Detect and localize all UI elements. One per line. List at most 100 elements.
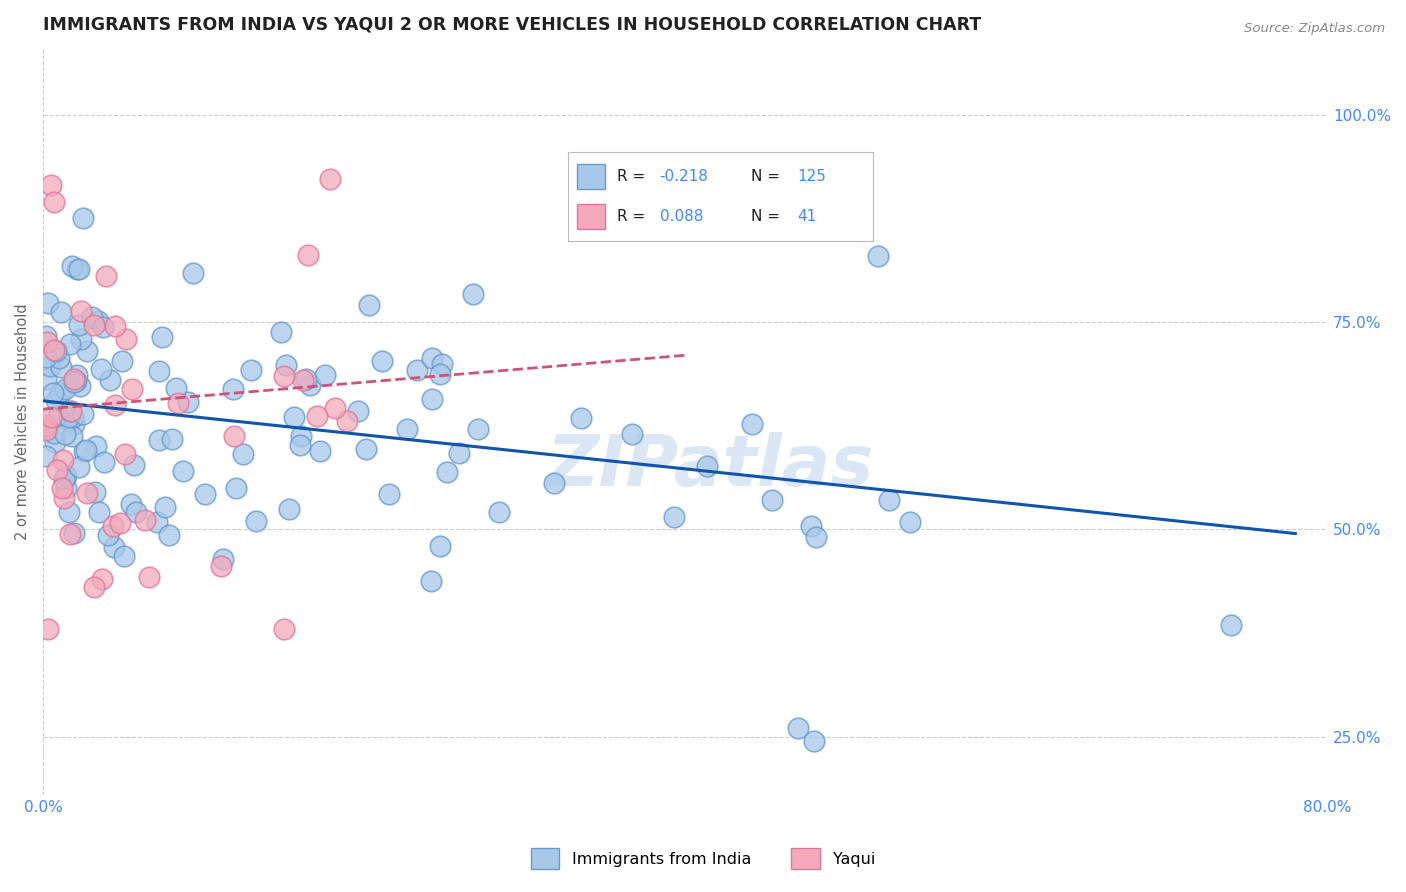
Point [803,733,825,747]
Point [44,194,66,209]
FancyBboxPatch shape [578,204,605,229]
Point [63,372,86,386]
Point [371,354,394,368]
Point [104,319,127,334]
Point [356,442,378,457]
Point [291,373,314,387]
Point [297,248,319,262]
Point [323,401,346,415]
Point [166,380,188,394]
Text: N =: N = [751,210,785,225]
Point [273,622,295,636]
Point [395,422,418,436]
Point [288,438,311,452]
Y-axis label: 2 or more Vehicles in Household: 2 or more Vehicles in Household [15,303,30,540]
Point [59,403,82,417]
Legend: Immigrants from India, Yaqui: Immigrants from India, Yaqui [524,842,882,875]
Point [232,447,254,461]
Point [75,443,97,458]
Point [420,351,443,366]
Point [35,417,58,432]
Point [429,540,451,554]
Point [58,409,80,424]
Point [63,526,86,541]
Point [877,492,900,507]
Text: ZIPatlas: ZIPatlas [547,432,875,500]
Point [91,572,114,586]
Text: R =: R = [617,210,650,225]
Point [83,318,105,332]
Point [53,472,76,486]
Point [283,409,305,424]
Point [357,298,380,312]
Point [308,444,330,458]
Point [62,409,84,424]
Point [429,367,451,381]
Point [114,447,136,461]
Point [39,178,62,193]
Point [55,481,77,495]
Point [620,426,643,441]
Point [52,491,75,505]
Point [290,429,312,443]
Point [60,403,83,417]
Point [103,541,125,555]
Point [51,360,73,375]
Point [108,516,131,531]
Point [35,423,58,437]
Point [120,497,142,511]
Point [80,310,103,325]
Point [800,518,823,533]
Point [378,486,401,500]
Point [786,722,808,736]
Point [114,332,136,346]
Point [211,551,233,566]
Point [94,268,117,283]
Point [1220,617,1243,632]
Point [73,444,96,458]
Point [138,570,160,584]
Point [305,409,328,423]
Point [76,485,98,500]
Point [76,343,98,358]
Point [55,469,77,483]
Point [447,446,470,460]
Point [42,343,65,357]
Point [110,353,132,368]
Point [42,385,65,400]
Point [150,330,173,344]
Text: Source: ZipAtlas.com: Source: ZipAtlas.com [1244,22,1385,36]
Point [37,296,59,310]
Point [420,392,443,406]
Point [83,580,105,594]
Point [245,514,267,528]
Point [67,318,90,333]
Point [209,558,232,573]
Point [112,549,135,564]
Point [86,439,108,453]
Point [148,364,170,378]
Point [39,359,62,374]
Point [45,343,67,358]
Point [125,505,148,519]
Point [406,362,429,376]
Point [63,376,86,390]
Point [121,383,143,397]
Point [70,304,93,318]
Point [224,429,246,443]
Text: IMMIGRANTS FROM INDIA VS YAQUI 2 OR MORE VEHICLES IN HOUSEHOLD CORRELATION CHART: IMMIGRANTS FROM INDIA VS YAQUI 2 OR MORE… [44,15,981,33]
Point [274,359,297,373]
Point [87,504,110,518]
Point [97,528,120,542]
Point [898,516,921,530]
Point [39,410,62,425]
Point [866,249,889,263]
Point [65,368,87,382]
Point [83,485,105,500]
Point [239,363,262,377]
Point [49,305,72,319]
Point [37,334,59,349]
Point [66,261,89,276]
Point [69,378,91,392]
Point [146,515,169,529]
